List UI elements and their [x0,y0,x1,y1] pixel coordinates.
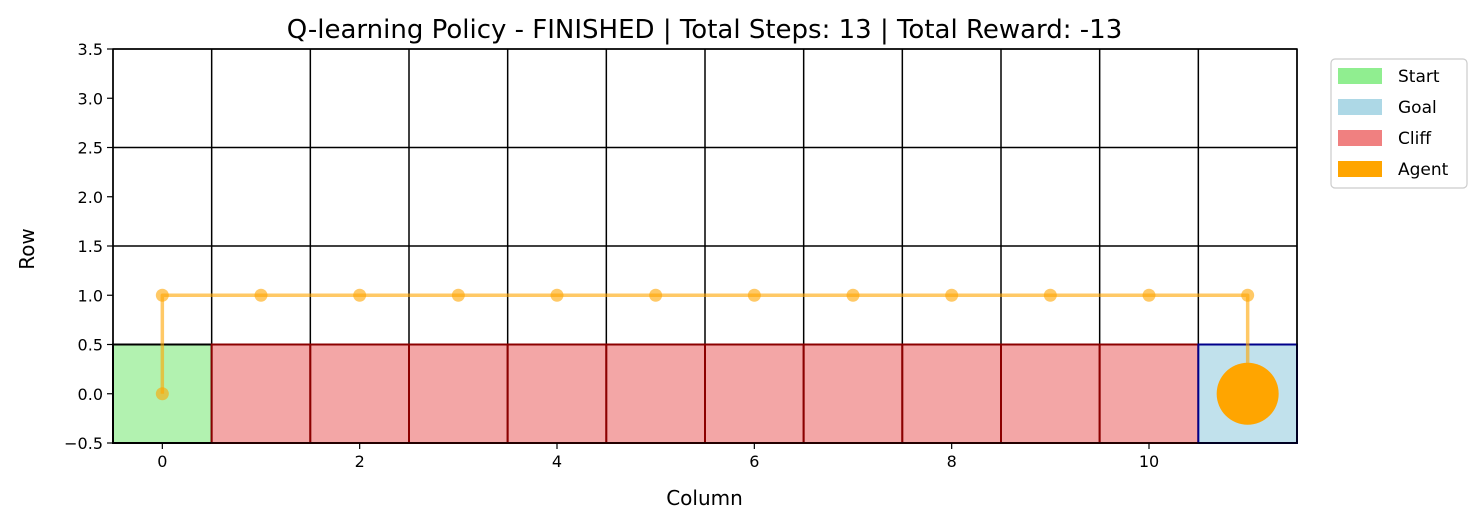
y-tick-label: 2.0 [78,188,103,207]
path-point [155,387,169,401]
path-line [160,293,1250,394]
chart-title: Q-learning Policy - FINISHED | Total Ste… [287,15,1123,45]
x-tick-label: 8 [947,452,957,471]
path-point [550,288,564,302]
cliff-cell [506,343,608,444]
path-point [155,288,169,302]
cliff-cell [605,343,706,444]
cliff-cell [802,343,904,444]
y-tick-label: −0.5 [64,434,103,453]
path-point [747,288,761,302]
x-tick-label: 0 [157,452,167,471]
x-tick-label: 10 [1139,452,1159,471]
cliff-cell [309,343,411,444]
legend-label: Cliff [1398,129,1432,149]
x-axis-label: Column [666,486,743,510]
y-tick-label: 1.0 [78,286,103,305]
legend-swatch [1338,99,1382,115]
legend-box [1330,58,1468,189]
path-point [846,288,860,302]
path-point [945,288,959,302]
y-tick-label: 3.0 [78,89,103,108]
y-tick-label: 2.5 [78,139,103,158]
legend-label: Goal [1398,98,1437,118]
cliff-cell [901,343,1002,444]
y-tick-label: 3.5 [78,40,103,59]
plot-area: 0 2 4 6 8 10 −0.5 0.0 0.5 1.0 1.5 2.0 2.5 3.0 3.5 [64,40,1299,471]
cliff-cell [1000,343,1101,444]
x-tick-label: 4 [552,452,562,471]
y-axis-label: Row [15,228,39,270]
path-point [353,288,367,302]
legend-swatch [1338,68,1382,84]
y-tick-label: 0.0 [78,385,103,404]
path-point [254,288,268,302]
x-tick-label: 2 [355,452,365,471]
cliff-cell [210,343,312,444]
y-tick-label: 1.5 [78,237,103,256]
agent-marker [1216,362,1279,425]
cliff-cell [408,343,509,444]
legend: Start Goal Cliff Agent [1330,58,1468,189]
y-tick-label: 0.5 [78,336,103,355]
cliff-cell [704,343,805,444]
legend-label: Agent [1398,160,1449,180]
cliff-cell [1098,343,1200,444]
path-point [1142,288,1156,302]
path-point [1241,288,1255,302]
legend-swatch [1338,161,1382,177]
path-point [451,288,465,302]
legend-label: Start [1398,67,1440,87]
legend-swatch [1338,130,1382,146]
path-point [1043,288,1057,302]
x-tick-label: 6 [749,452,759,471]
path-point [649,288,663,302]
